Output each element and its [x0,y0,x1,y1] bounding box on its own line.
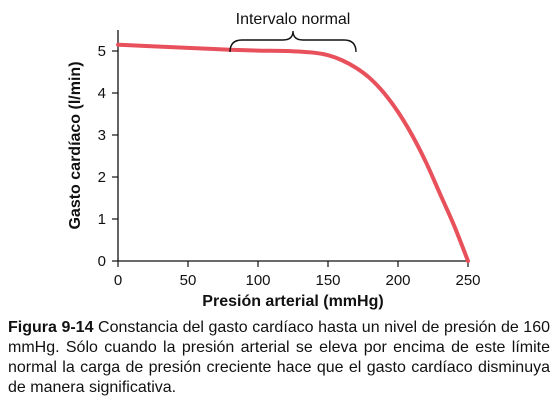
x-tick-label: 0 [114,272,122,289]
series-layer [116,42,470,263]
figure-caption: Figura 9-14 Constancia del gasto cardíac… [8,318,550,398]
axes [117,30,468,262]
y-tick-label: 3 [98,127,106,144]
caption-text: Constancia del gasto cardíaco hasta un n… [8,319,550,396]
x-axis-label: Presión arterial (mmHg) [202,293,383,310]
y-axis-label: Gasto cardíaco (l/min) [67,61,84,229]
annotation-layer: Intervalo normal [229,11,357,53]
x-tick-label: 50 [180,272,197,289]
y-tick-label: 0 [98,253,106,270]
normal-range-brace [229,30,357,53]
figure-label: Figura 9-14 [8,319,94,336]
x-tick-label: 150 [315,272,340,289]
y-tick-label: 2 [98,169,106,186]
ticks: 0 50 100 150 200 250 0 1 2 3 4 5 [98,43,481,289]
x-tick-label: 100 [245,272,270,289]
y-tick-label: 1 [98,211,106,228]
y-tick-label: 4 [98,85,106,102]
chart: 0 50 100 150 200 250 0 1 2 3 4 5 Intervalo normal P… [67,11,481,310]
x-tick-label: 200 [385,272,410,289]
y-tick-label: 5 [98,43,106,60]
x-tick-label: 250 [455,272,480,289]
normal-range-label: Intervalo normal [236,11,351,28]
cardiac-output-curve [116,42,470,263]
